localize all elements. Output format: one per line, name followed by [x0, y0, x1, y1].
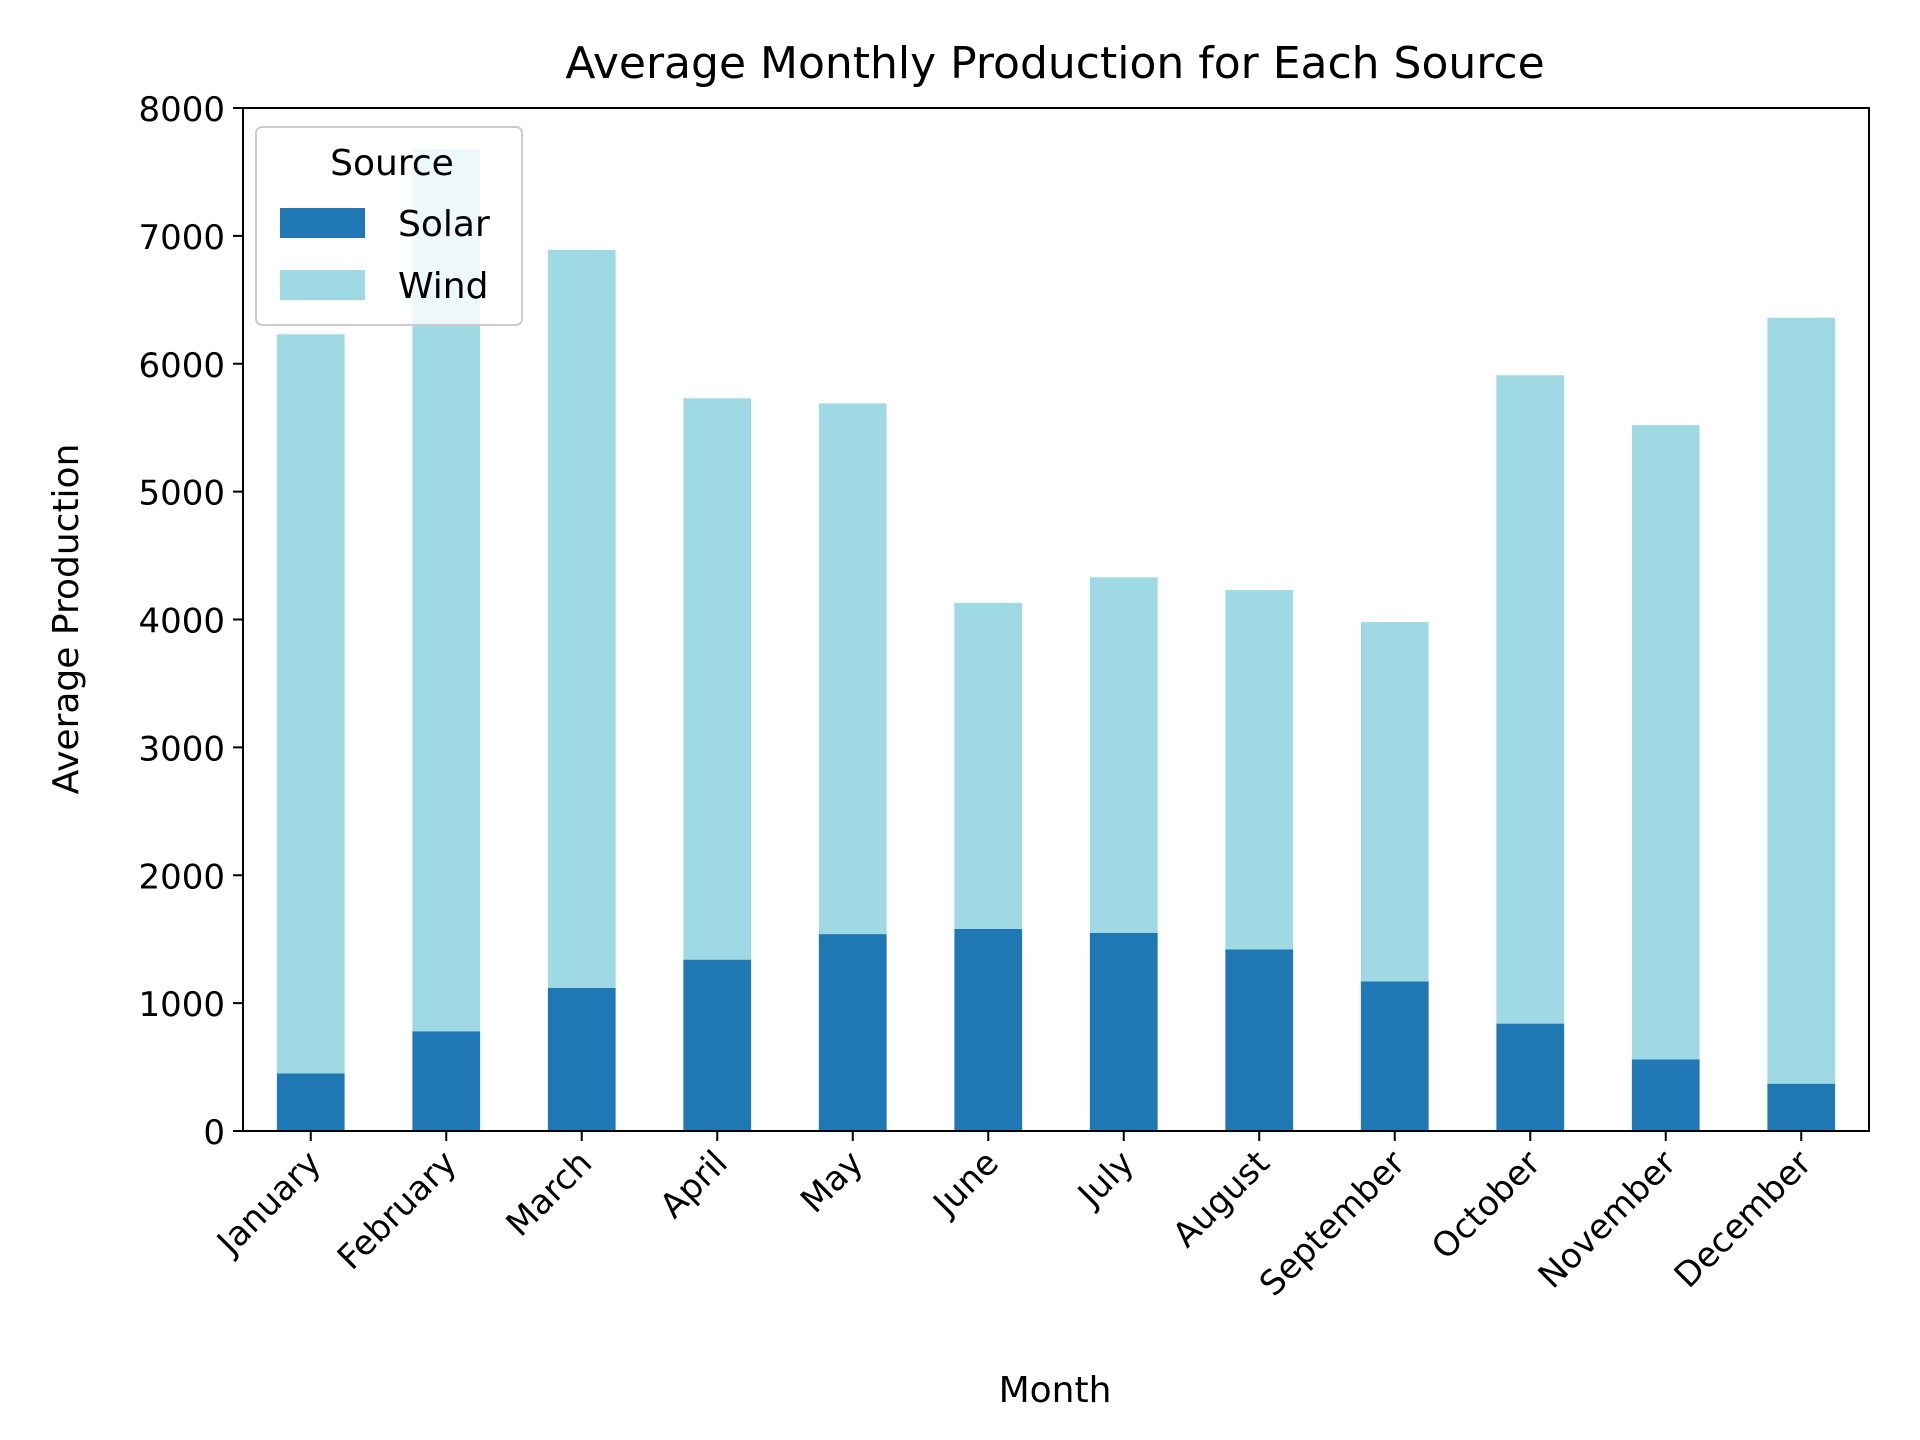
legend-label-wind: Wind: [398, 266, 488, 307]
legend-swatch-solar: [280, 208, 365, 238]
y-tick-label: 8000: [138, 90, 225, 130]
bar-solar-april: [683, 959, 752, 1131]
y-tick-label: 4000: [138, 602, 225, 642]
bar-solar-november: [1631, 1059, 1700, 1131]
bar-wind-august: [1225, 590, 1294, 950]
bar-wind-january: [276, 334, 345, 1074]
bar-wind-december: [1767, 317, 1836, 1084]
bar-wind-november: [1631, 425, 1700, 1060]
legend-title: Source: [330, 143, 454, 184]
bar-solar-may: [818, 934, 887, 1131]
bar-solar-july: [1089, 932, 1158, 1131]
bar-solar-march: [547, 987, 616, 1131]
x-axis-label: Month: [999, 1370, 1112, 1411]
y-tick-label: 0: [203, 1113, 225, 1153]
y-tick-label: 6000: [138, 346, 225, 386]
bar-wind-april: [683, 398, 752, 960]
bar-solar-february: [412, 1031, 481, 1131]
bars-layer: [276, 148, 1836, 1131]
legend-swatch-wind: [280, 270, 365, 300]
bar-solar-august: [1225, 949, 1294, 1131]
y-tick-label: 2000: [138, 857, 225, 897]
legend-label-solar: Solar: [398, 204, 490, 245]
chart-title: Average Monthly Production for Each Sour…: [565, 38, 1544, 89]
bar-solar-june: [954, 928, 1023, 1131]
y-tick-label: 3000: [138, 729, 225, 769]
y-tick-label: 1000: [138, 985, 225, 1025]
y-axis: 0 1000 2000 3000 4000 5000 6000 7000 8000: [138, 90, 243, 1153]
y-tick-label: 5000: [138, 474, 225, 514]
bar-solar-december: [1767, 1083, 1836, 1131]
y-tick-label: 7000: [138, 218, 225, 258]
bar-wind-september: [1360, 622, 1429, 982]
bar-solar-january: [276, 1073, 345, 1131]
bar-wind-march: [547, 249, 616, 988]
legend: Source Solar Wind: [255, 126, 523, 326]
bar-wind-october: [1496, 375, 1565, 1024]
bar-solar-october: [1496, 1023, 1565, 1131]
bar-wind-june: [954, 602, 1023, 929]
bar-wind-july: [1089, 577, 1158, 933]
bar-solar-september: [1360, 981, 1429, 1131]
bar-wind-may: [818, 403, 887, 935]
y-axis-label: Average Production: [46, 444, 87, 795]
